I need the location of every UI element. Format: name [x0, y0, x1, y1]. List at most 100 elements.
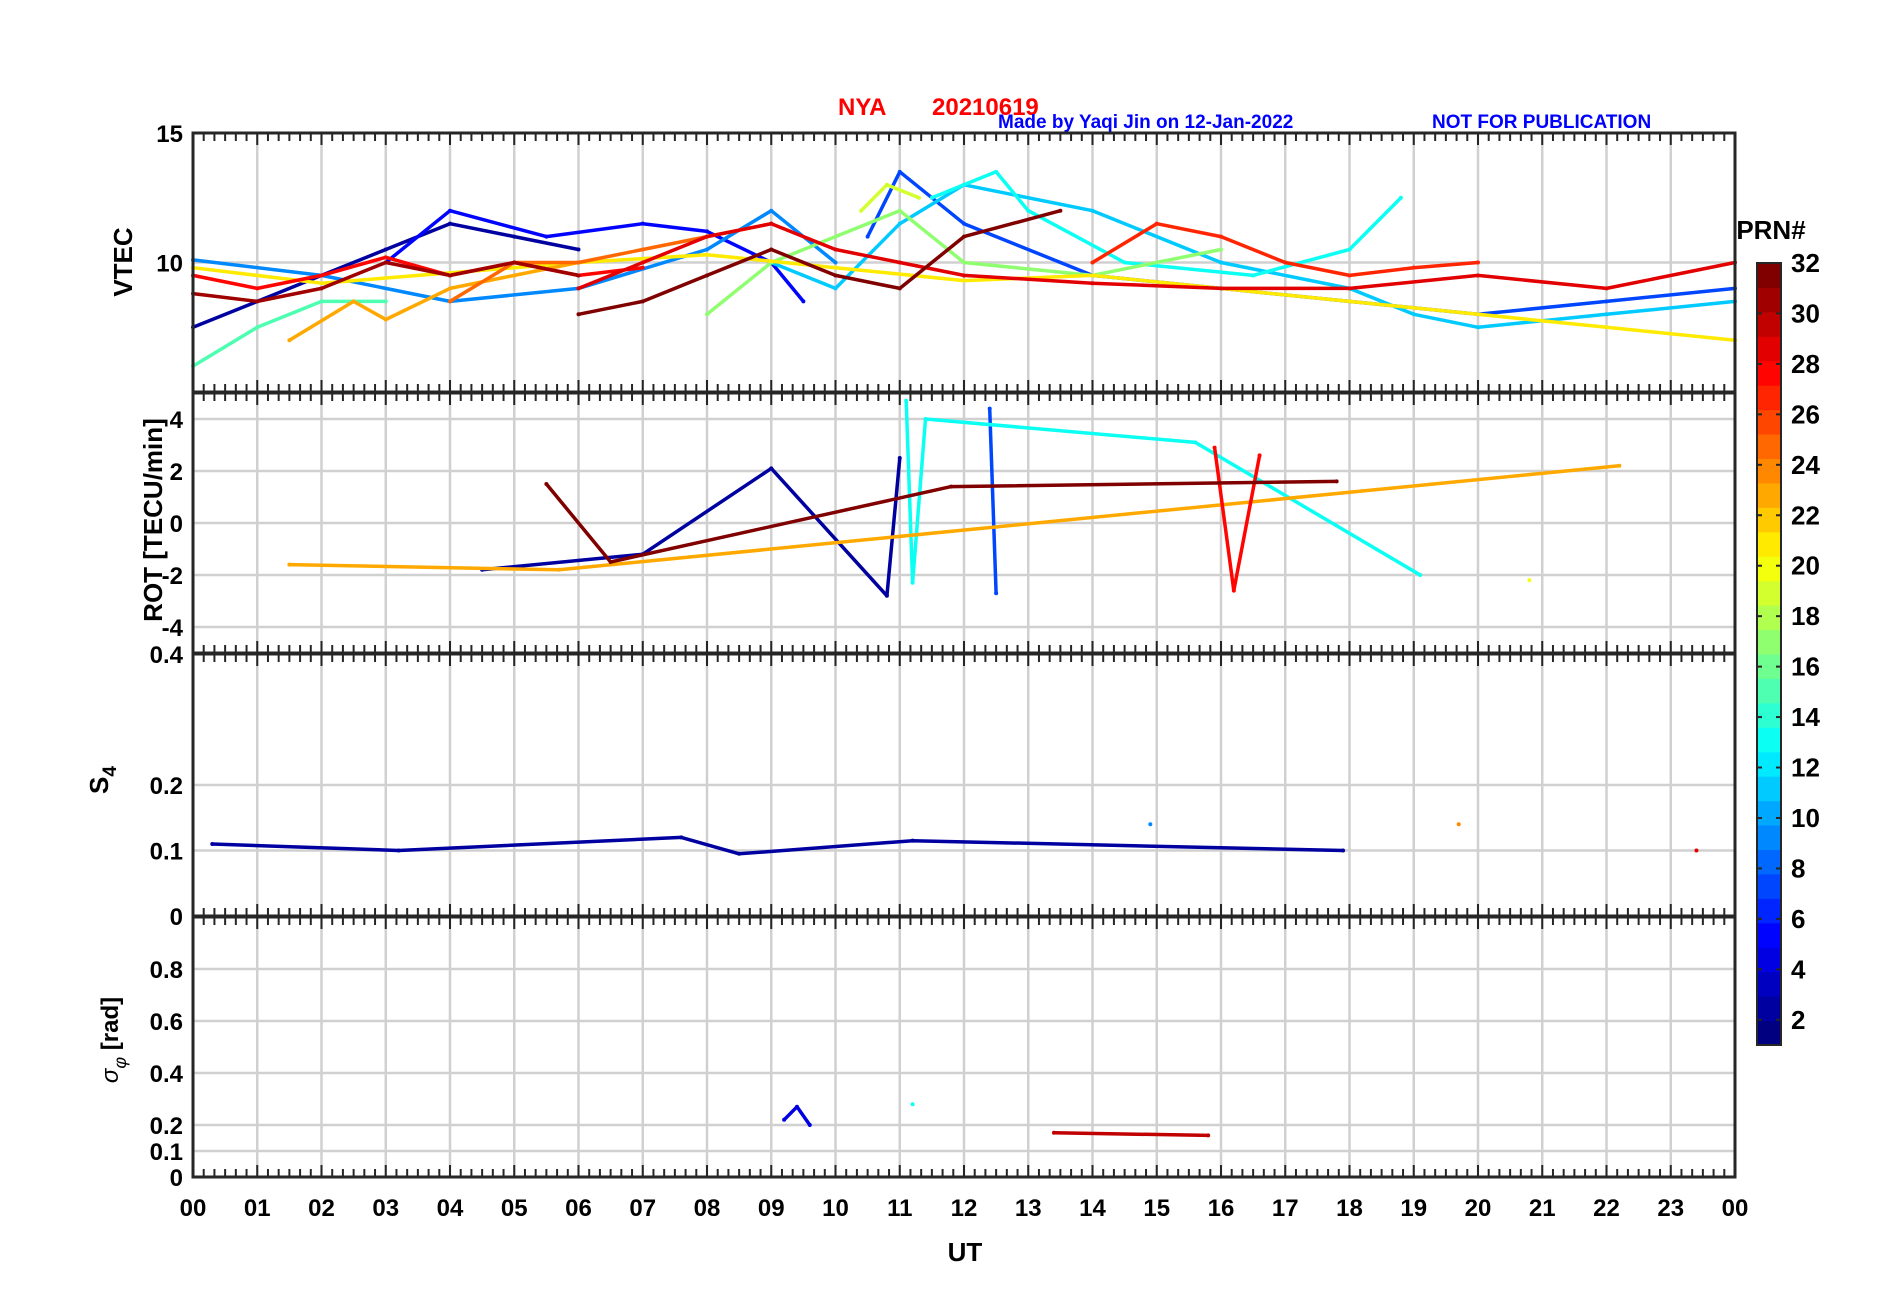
sigma-phi-ylabel-sub: φ	[110, 1057, 130, 1069]
colorbar-segment	[1757, 947, 1781, 973]
data-point	[1122, 260, 1127, 265]
data-point	[794, 1104, 799, 1109]
data-point	[1476, 312, 1480, 317]
data-point	[576, 273, 581, 278]
colorbar-segment	[1757, 263, 1781, 288]
data-point	[769, 466, 774, 471]
data-point	[640, 247, 645, 252]
series-line-prn-2	[212, 835, 1344, 856]
colorbar-segment	[1757, 849, 1781, 875]
colorbar-segment	[1757, 556, 1781, 582]
data-point	[705, 312, 709, 317]
data-point	[512, 260, 517, 265]
colorbar-segment	[1757, 800, 1781, 826]
data-point	[396, 848, 401, 853]
data-point	[705, 229, 709, 234]
data-point	[1154, 221, 1159, 226]
x-tick-label: 01	[244, 1195, 271, 1222]
colorbar-segment	[1757, 311, 1781, 337]
x-tick-label: 18	[1336, 1195, 1363, 1222]
credit-text: Made by Yaqi Jin on 12-Jan-2022	[998, 112, 1293, 133]
data-point	[1411, 312, 1416, 317]
data-point	[576, 260, 581, 265]
x-tick-label: 05	[501, 1195, 528, 1222]
vtec-ylabel: VTEC	[108, 227, 138, 297]
x-tick-label: 10	[822, 1195, 849, 1222]
data-point	[1257, 453, 1262, 458]
data-point	[884, 182, 889, 187]
data-point	[897, 221, 902, 226]
colorbar-tick-label: 2	[1791, 1005, 1805, 1035]
data-point	[1026, 208, 1031, 213]
colorbar-segment	[1757, 531, 1781, 557]
data-point	[1090, 273, 1095, 278]
data-point	[1334, 479, 1339, 484]
x-tick-label: 16	[1208, 1195, 1235, 1222]
colorbar-segment	[1757, 629, 1781, 655]
data-point	[512, 273, 517, 278]
data-point	[383, 299, 388, 304]
data-point	[1604, 299, 1609, 304]
colorbar-segment	[1757, 580, 1781, 606]
x-tick-label: 06	[565, 1195, 592, 1222]
data-point	[319, 273, 324, 278]
data-point	[923, 417, 928, 421]
y-tick-label: 0.2	[150, 773, 183, 800]
x-axis-label: UT	[948, 1237, 983, 1267]
data-point	[679, 835, 684, 840]
colorbar-segment	[1757, 996, 1781, 1022]
series-line-prn-7	[987, 408, 998, 594]
data-point	[1231, 588, 1236, 593]
y-tick-label: 0.4	[150, 1061, 184, 1088]
data-point	[865, 234, 870, 239]
series-line-prn-32	[578, 209, 1061, 317]
y-tick-label: 0.2	[150, 1113, 183, 1140]
data-point	[255, 286, 260, 291]
colorbar-segment	[1757, 751, 1781, 777]
colorbar-segment	[1757, 776, 1781, 802]
data-point	[994, 591, 999, 596]
data-point	[962, 273, 966, 278]
data-point	[448, 286, 452, 291]
data-point	[1051, 1130, 1056, 1135]
x-tick-label: 07	[629, 1195, 656, 1222]
x-tick-label: 11	[887, 1195, 912, 1222]
colorbar-segment	[1757, 727, 1781, 753]
data-point	[769, 221, 774, 226]
data-point	[1411, 265, 1416, 270]
y-tick-label: 10	[156, 251, 183, 278]
data-point	[1604, 312, 1609, 317]
data-point	[1090, 208, 1095, 213]
data-point	[1219, 234, 1223, 239]
data-point	[833, 260, 838, 265]
data-point	[929, 195, 934, 200]
y-tick-label: 0	[170, 1165, 183, 1192]
rot-panel: -4 -2 0 2 4	[162, 391, 1737, 655]
data-point	[544, 482, 549, 486]
data-point	[705, 273, 709, 278]
colorbar-tick-label: 28	[1791, 349, 1820, 379]
x-tick-label: 13	[1015, 1195, 1042, 1222]
data-point	[833, 234, 838, 239]
s4-ylabel: S4	[84, 766, 121, 794]
data-point	[1398, 195, 1403, 200]
colorbar-tick-label: 24	[1791, 450, 1820, 480]
data-point	[897, 456, 902, 460]
data-point	[949, 484, 954, 489]
colorbar-tick-label: 14	[1791, 702, 1820, 732]
s4-ylabel-sub: 4	[100, 766, 121, 777]
data-point	[576, 286, 581, 291]
y-tick-label: -4	[162, 615, 184, 642]
data-point	[210, 841, 215, 846]
data-point	[640, 299, 645, 304]
colorbar-tick-label: 26	[1791, 399, 1820, 429]
colorbar-segment	[1757, 482, 1781, 508]
colorbar-tick-label: 22	[1791, 500, 1820, 530]
y-tick-label: 0.6	[150, 1009, 183, 1036]
data-point	[1617, 463, 1622, 468]
s4-panel: 0 0.1 0.2 0.4	[150, 642, 1737, 931]
data-point	[897, 208, 902, 213]
data-point	[1347, 247, 1352, 252]
x-tick-label: 14	[1079, 1195, 1106, 1222]
data-point	[1219, 286, 1223, 291]
